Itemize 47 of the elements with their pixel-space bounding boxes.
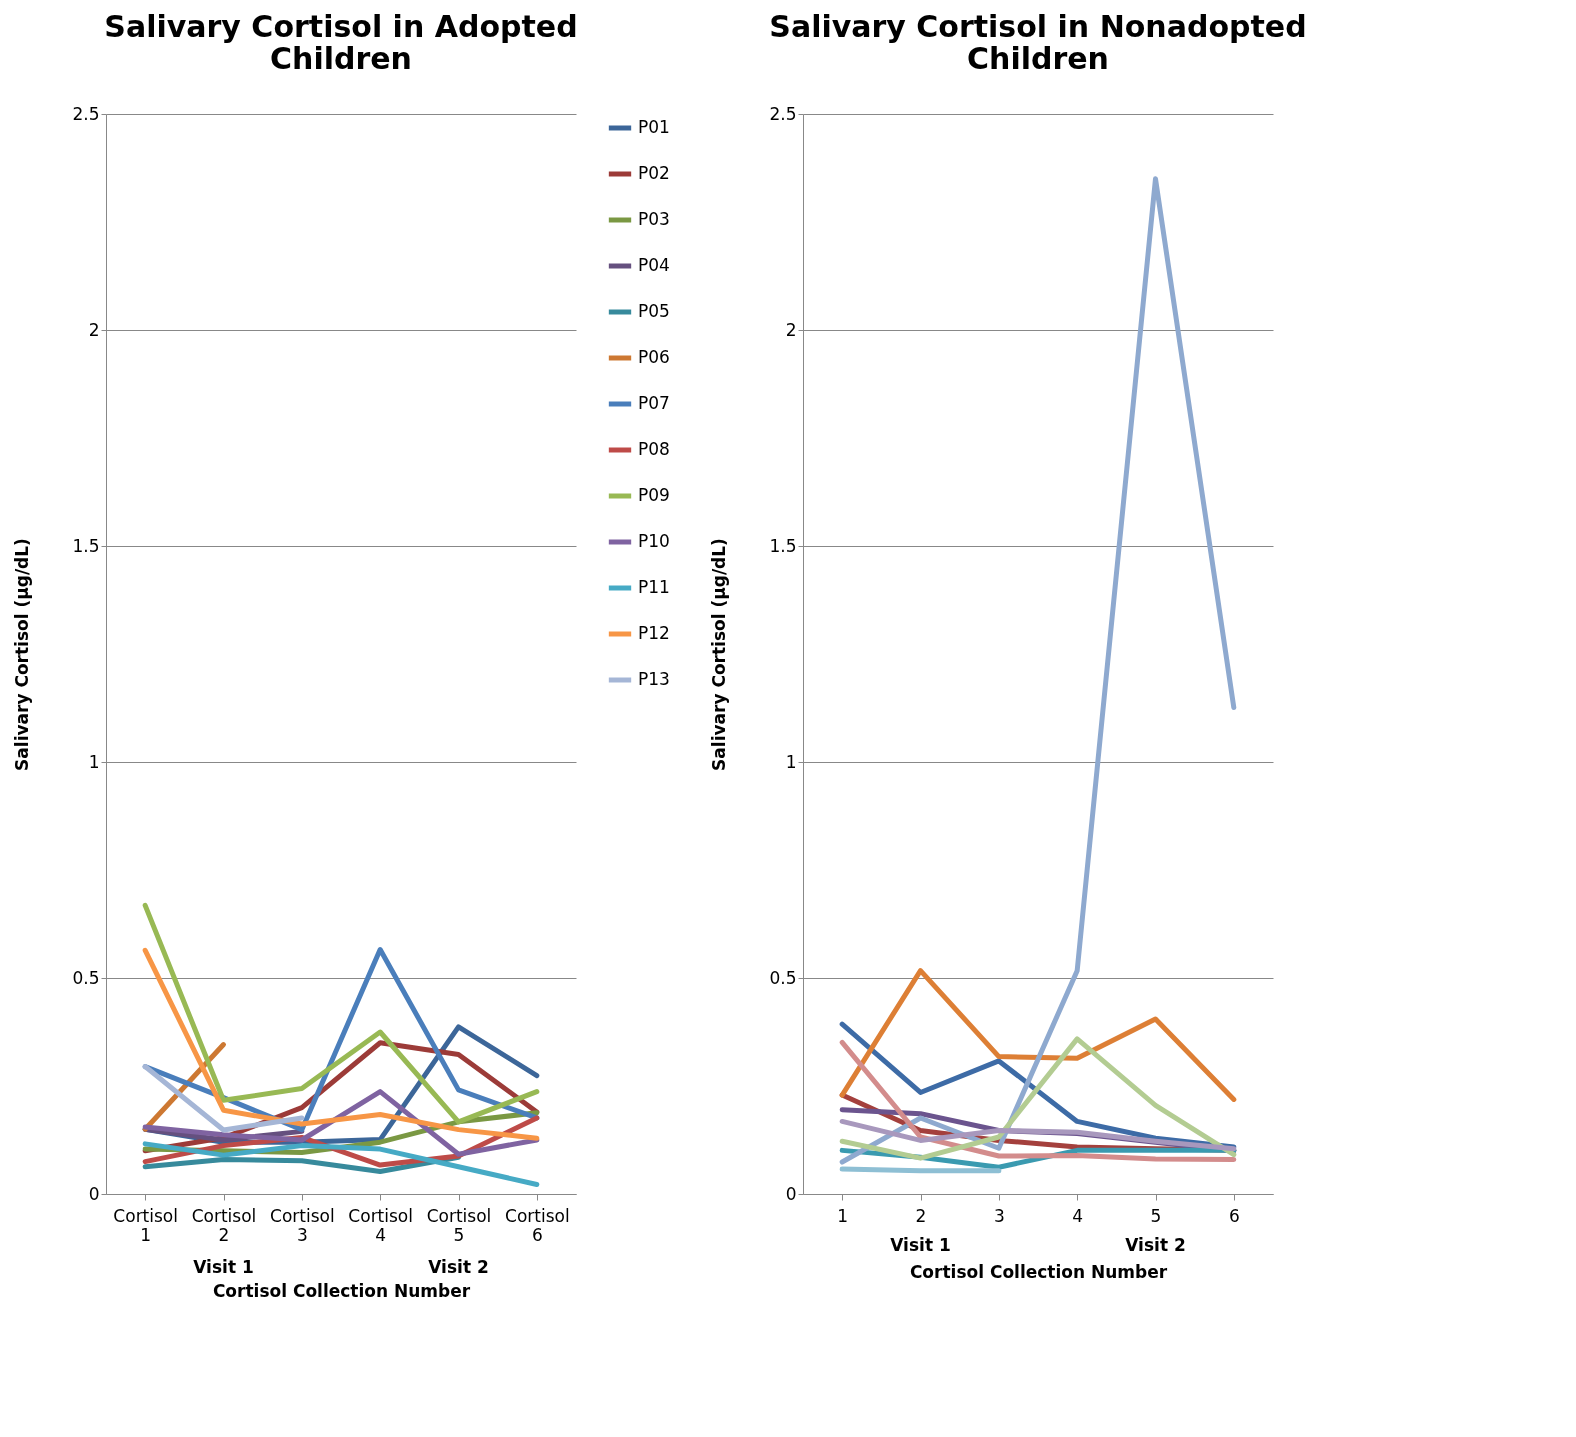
- x-tick-label: Cortisol 1: [113, 1205, 178, 1245]
- x-tick-label: 5: [1150, 1205, 1162, 1226]
- x-tick-label: 4: [1072, 1205, 1084, 1226]
- legend-label: P01: [638, 117, 670, 137]
- legend-label: P10: [638, 531, 670, 551]
- y-tick-label: 0: [785, 1183, 797, 1204]
- y-tick-label: 2.5: [72, 103, 100, 124]
- y-tick-label: 2.5: [769, 103, 797, 124]
- y-tick-label: 0: [88, 1183, 100, 1204]
- y-tick-label: 0.5: [72, 967, 100, 988]
- chart-title: Salivary Cortisol in Nonadopted Children: [769, 9, 1307, 76]
- x-tick-label: 3: [993, 1205, 1005, 1226]
- x-axis-title: Cortisol Collection Number: [212, 1280, 471, 1301]
- chart-title: Salivary Cortisol in Adopted Children: [104, 9, 578, 76]
- legend-label: P11: [638, 577, 670, 597]
- legend-label: P08: [638, 439, 670, 459]
- text: Visit 2: [1125, 1235, 1186, 1255]
- y-axis-title: Salivary Cortisol (µg/dL): [12, 538, 33, 771]
- x-tick-label: Cortisol 6: [505, 1205, 570, 1245]
- y-tick-label: 1: [785, 751, 797, 772]
- text: Visit 1: [193, 1257, 254, 1277]
- x-tick-label: Cortisol 5: [426, 1205, 492, 1245]
- y-axis-title: Salivary Cortisol (µg/dL): [709, 538, 730, 771]
- y-tick-label: 1.5: [72, 535, 100, 556]
- y-tick-label: 0.5: [769, 967, 797, 988]
- text: Visit 1: [890, 1235, 951, 1255]
- x-tick-label: Cortisol 3: [270, 1205, 335, 1245]
- y-tick-label: 2: [88, 319, 100, 340]
- x-tick-label: 6: [1228, 1205, 1240, 1226]
- text: Visit 2: [428, 1257, 489, 1277]
- legend-label: P13: [638, 669, 670, 689]
- y-tick-label: 2: [785, 319, 797, 340]
- y-tick-label: 1.5: [769, 535, 797, 556]
- x-tick-label: 1: [837, 1205, 849, 1226]
- x-axis-title: Cortisol Collection Number: [909, 1261, 1168, 1282]
- x-tick-label: 2: [915, 1205, 927, 1226]
- legend-label: P03: [638, 209, 670, 229]
- legend-label: P07: [638, 393, 670, 413]
- legend-label: P05: [638, 301, 670, 321]
- x-tick-label: Cortisol 2: [191, 1205, 257, 1245]
- legend-label: P12: [638, 623, 670, 643]
- legend-label: P06: [638, 347, 670, 367]
- x-tick-label: Cortisol 4: [348, 1205, 413, 1245]
- legend-label: P04: [638, 255, 670, 275]
- legend-label: P09: [638, 485, 670, 505]
- legend-label: P02: [638, 163, 670, 183]
- y-tick-label: 1: [88, 751, 100, 772]
